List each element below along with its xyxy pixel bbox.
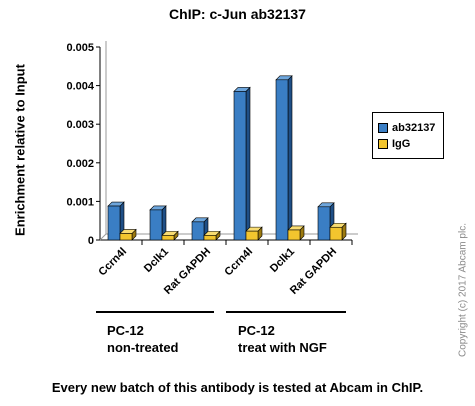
legend-label-igg: IgG <box>392 138 411 150</box>
group-label-ngf-line1: PC-12 <box>238 323 275 338</box>
y-tick-label: 0 <box>88 235 94 247</box>
legend-swatch-ab32137 <box>378 123 388 133</box>
y-tick-label: 0.004 <box>66 81 94 93</box>
floor-corner-line <box>99 233 107 241</box>
x-tick-label: Dclk1 <box>142 246 171 275</box>
bar-ab32137-4 <box>275 75 293 241</box>
chart-legend: ab32137 IgG <box>372 112 444 159</box>
group-label-non-treated: PC-12 non-treated <box>107 322 179 356</box>
bar-IgG-1 <box>161 230 179 241</box>
bar-ab32137-1 <box>149 205 167 241</box>
group-label-non-treated-line2: non-treated <box>107 340 179 355</box>
x-tick-label: Ccrn4l <box>96 246 129 279</box>
group-label-ngf: PC-12 treat with NGF <box>238 322 327 356</box>
legend-item-ab32137: ab32137 <box>378 121 435 135</box>
y-tick-label: 0.005 <box>66 42 94 54</box>
bar-IgG-2 <box>203 230 221 241</box>
bar-ab32137-2 <box>191 217 209 241</box>
legend-item-igg: IgG <box>378 137 410 151</box>
x-tick-label: Dclk1 <box>268 246 297 275</box>
legend-label-ab32137: ab32137 <box>392 122 436 134</box>
x-tick-label: Ccrn4l <box>222 246 255 279</box>
bar-IgG-4 <box>287 225 305 241</box>
y-tick-label: 0.003 <box>66 119 94 131</box>
copyright-watermark: Copyright (c) 2017 Abcam plc. <box>457 223 469 357</box>
group-label-ngf-line2: treat with NGF <box>238 340 327 355</box>
y-tick-label: 0.001 <box>66 196 94 208</box>
group-label-non-treated-line1: PC-12 <box>107 323 144 338</box>
footer-note: Every new batch of this antibody is test… <box>51 380 424 395</box>
bar-IgG-3 <box>245 226 263 241</box>
y-tick-label: 0.002 <box>66 158 94 170</box>
bar-IgG-0 <box>119 228 137 241</box>
legend-swatch-igg <box>378 139 388 149</box>
bar-ab32137-5 <box>317 202 335 241</box>
chart-title: ChIP: c-Jun ab32137 <box>169 6 306 22</box>
bar-ab32137-3 <box>233 86 251 241</box>
bar-IgG-5 <box>329 222 347 241</box>
copyright-watermark-box: Copyright (c) 2017 Abcam plc. <box>455 0 471 406</box>
